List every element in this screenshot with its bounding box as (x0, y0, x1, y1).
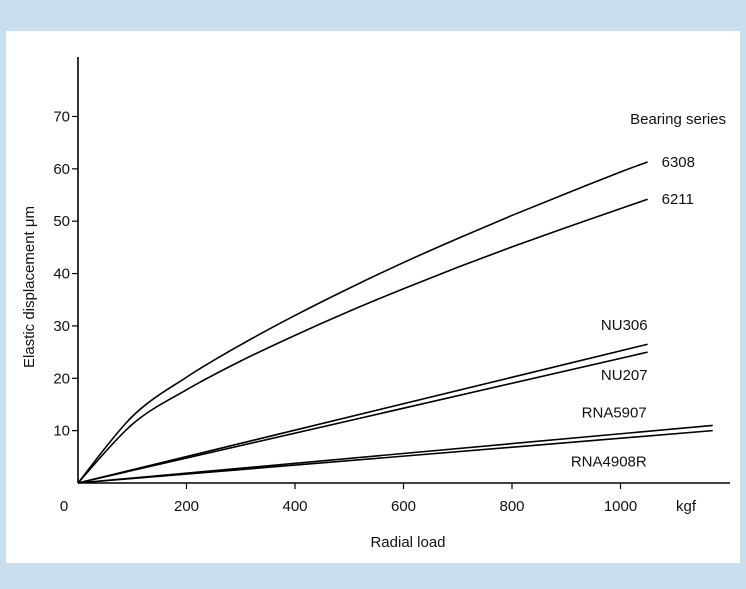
x-axis-unit: kgf (676, 498, 697, 515)
x-tick-label: 200 (174, 498, 199, 515)
series-label-RNA4908R: RNA4908R (571, 454, 647, 471)
series-group (77, 161, 713, 484)
series-line-6211 (77, 198, 648, 484)
y-tick-label: 20 (53, 370, 70, 387)
series-label-6211: 6211 (662, 191, 694, 208)
x-tick-label: 400 (282, 498, 307, 515)
series-line-RNA4908R (77, 429, 713, 484)
x-axis-title: Radial load (370, 534, 445, 551)
series-line-RNA5907 (77, 424, 713, 484)
series-line-6308 (77, 161, 648, 484)
series-label-NU207: NU207 (601, 367, 648, 384)
y-axis-title: Elastic displacement μm (21, 206, 38, 368)
x-tick-label: 600 (391, 498, 416, 515)
series-label-6308: 6308 (662, 154, 695, 171)
y-tick-label: 50 (53, 213, 70, 230)
series-label-RNA5907: RNA5907 (582, 404, 647, 421)
label-group: 6308 6211 NU306 NU207 RNA5907 RNA4908R (571, 154, 695, 471)
y-tick-label: 60 (53, 161, 70, 178)
y-tick-label: 40 (53, 266, 70, 283)
series-line-NU306 (77, 343, 648, 484)
y-tick-label: 10 (53, 423, 70, 440)
chart-panel (6, 31, 740, 563)
y-tick-label: 70 (53, 108, 70, 125)
legend-title: Bearing series (630, 111, 726, 128)
y-tick-label: 30 (53, 318, 70, 335)
x-tick-label: 800 (499, 498, 524, 515)
tick-group: 0 200 400 600 800 1000 10 20 30 40 50 60 70 (53, 108, 637, 515)
x-tick-label: 1000 (604, 498, 637, 515)
series-line-NU207 (77, 351, 648, 484)
x-tick-label: 0 (60, 498, 68, 515)
series-label-NU306: NU306 (601, 317, 648, 334)
